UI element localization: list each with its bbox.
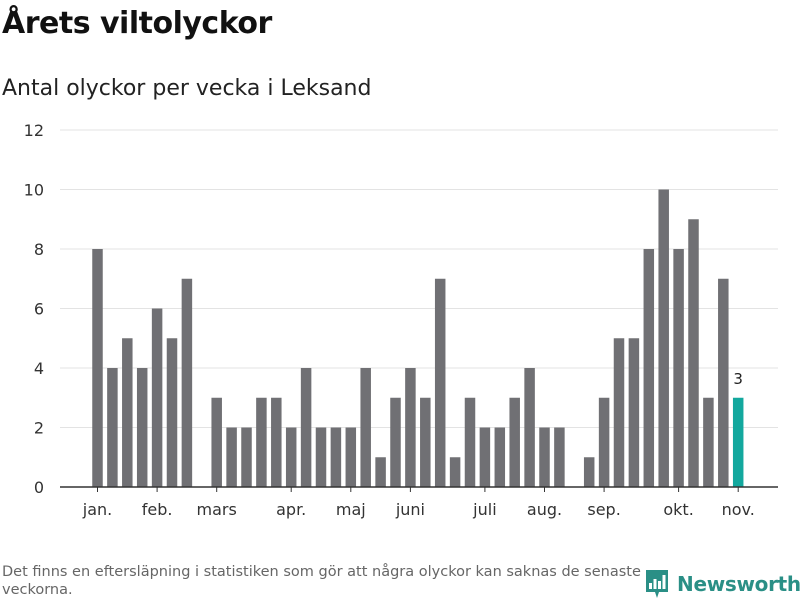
bar <box>390 397 401 487</box>
bar <box>613 338 625 487</box>
bar <box>166 338 178 487</box>
bar <box>509 397 520 487</box>
chart-subtitle: Antal olyckor per vecka i Leksand <box>2 76 372 101</box>
bar <box>285 427 297 487</box>
x-tick-label: okt. <box>663 500 693 519</box>
x-tick-label: mars <box>197 500 237 519</box>
bar <box>92 249 103 487</box>
bar <box>420 397 431 487</box>
y-tick-label: 2 <box>34 419 44 438</box>
bar <box>181 278 193 487</box>
bar <box>479 427 491 487</box>
bar <box>628 338 640 487</box>
y-tick-label: 6 <box>34 300 44 319</box>
bar <box>554 427 565 487</box>
newsworthy-logo[interactable]: Newsworthy <box>645 568 800 600</box>
x-tick-label: juli <box>472 500 496 519</box>
bar <box>583 457 595 487</box>
chart-title: Årets viltolyckor <box>2 6 272 41</box>
y-tick-label: 12 <box>24 121 44 140</box>
y-tick-label: 8 <box>34 240 44 259</box>
bar <box>598 397 610 487</box>
footnote: Det finns en eftersläpning i statistiken… <box>2 564 641 598</box>
x-tick-label: jan. <box>82 500 112 519</box>
bar <box>658 189 669 487</box>
x-tick-label: aug. <box>527 500 562 519</box>
bar <box>703 397 714 487</box>
bar <box>136 368 148 487</box>
x-tick-label: nov. <box>722 500 755 519</box>
bar <box>122 338 133 487</box>
bar <box>494 427 506 487</box>
bar <box>539 427 550 487</box>
bar <box>256 397 267 487</box>
bar <box>315 427 327 487</box>
bar <box>211 397 222 487</box>
x-tick-label: sep. <box>587 500 620 519</box>
bar <box>643 249 655 487</box>
bar <box>405 368 416 487</box>
bar <box>673 249 684 487</box>
y-tick-label: 0 <box>34 478 44 497</box>
x-tick-label: juni <box>395 500 425 519</box>
bar <box>464 397 476 487</box>
bar <box>434 278 446 487</box>
brand-name: Newsworthy <box>677 572 800 596</box>
bar <box>151 308 163 487</box>
bar-highlight <box>732 397 744 487</box>
bar <box>375 457 386 487</box>
bar <box>107 368 118 487</box>
bar <box>300 368 312 487</box>
bar <box>241 427 252 487</box>
y-tick-label: 10 <box>24 181 44 200</box>
y-tick-label: 4 <box>34 359 44 378</box>
x-tick-label: apr. <box>276 500 306 519</box>
bar <box>271 397 282 487</box>
x-tick-label: feb. <box>142 500 173 519</box>
bar <box>688 219 699 487</box>
bar <box>524 368 535 487</box>
bar <box>360 368 371 487</box>
bar <box>345 427 357 487</box>
bar <box>226 427 237 487</box>
bar <box>330 427 342 487</box>
bar <box>449 457 461 487</box>
newsworthy-icon <box>646 570 668 598</box>
bar-value-label: 3 <box>733 370 743 388</box>
x-tick-label: maj <box>336 500 366 519</box>
bar <box>718 278 729 487</box>
